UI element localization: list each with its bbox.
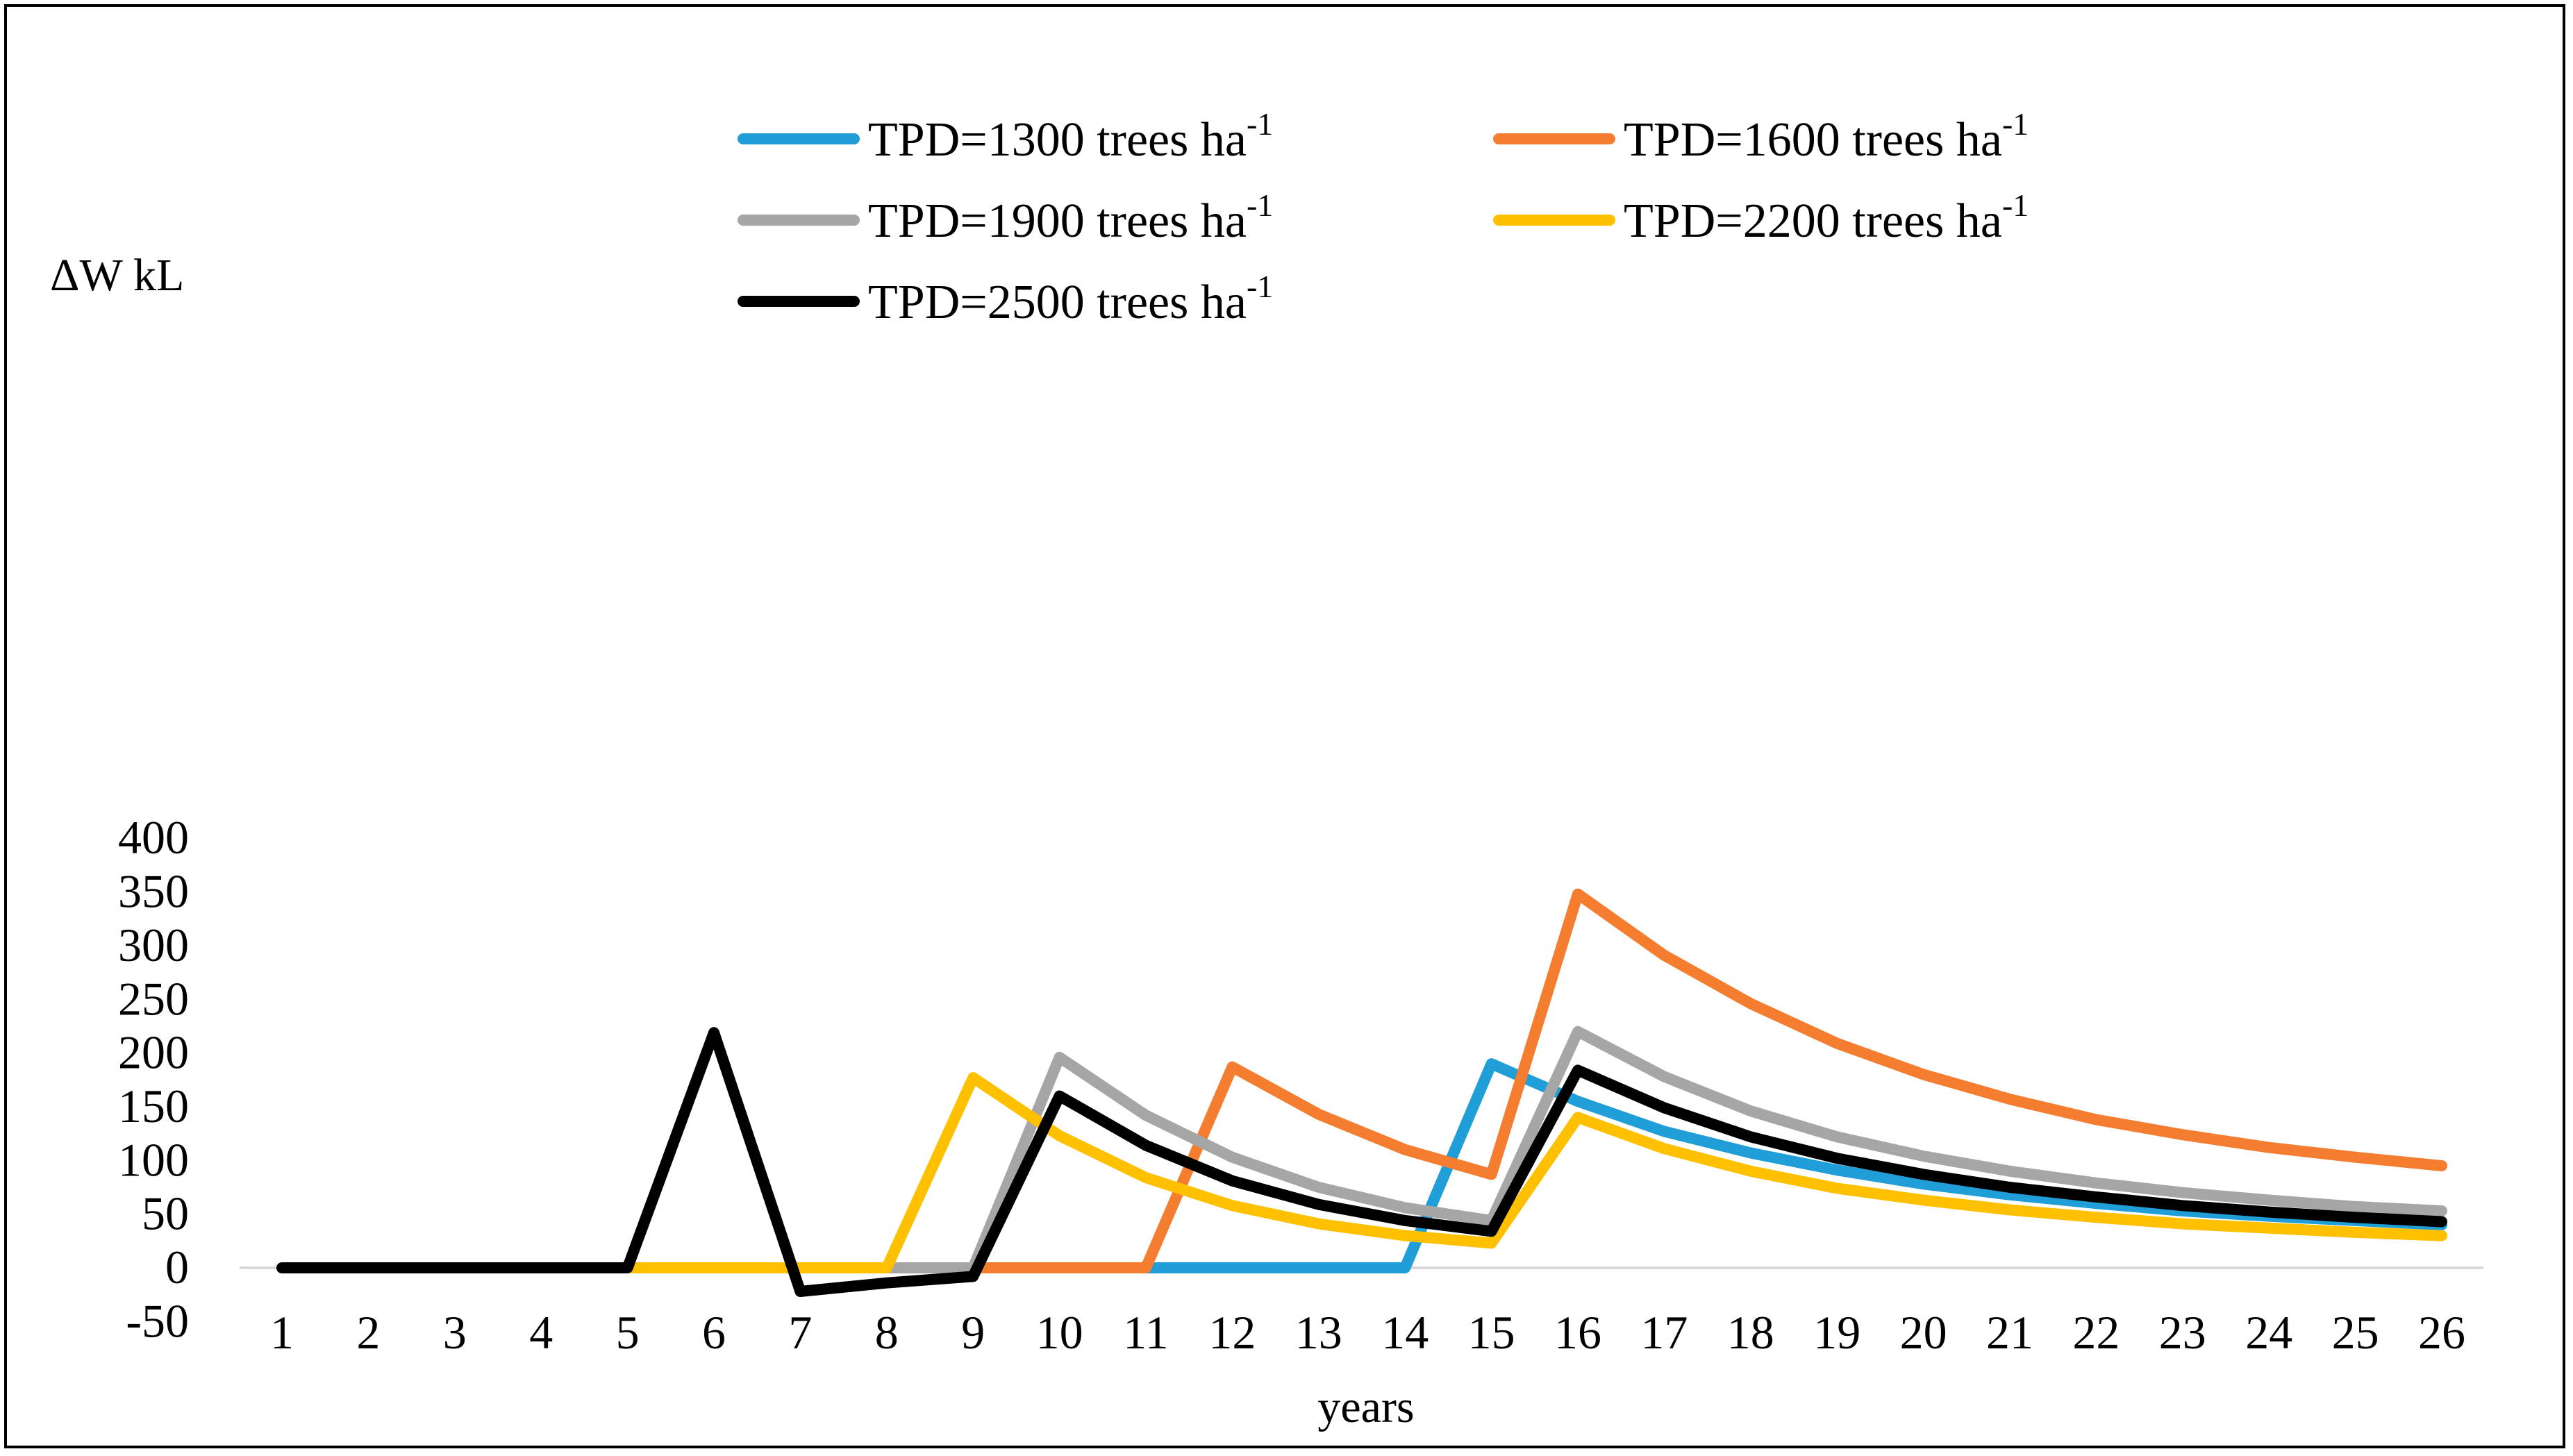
y-tick-label: 400 [118,811,189,864]
legend-entry-3: TPD=1900 trees ha-1 [738,187,1273,248]
legend-entry-4: TPD=2200 trees ha-1 [1493,187,2029,248]
series-line-1 [276,1058,2447,1273]
x-axis-label: years [1317,1382,1414,1432]
x-tick-label: 15 [1468,1306,1515,1359]
y-axis-label: ΔW kL [50,250,184,301]
x-tick-label: 5 [616,1306,640,1359]
x-tick-label: 12 [1208,1306,1256,1359]
legend-label: TPD=1600 trees ha-1 [1624,106,2029,167]
y-tick-label: 250 [118,972,189,1025]
x-tick-label: 22 [2072,1306,2120,1359]
y-tick-label: 300 [118,919,189,971]
x-tick-label: 10 [1036,1306,1083,1359]
x-tick-label: 4 [529,1306,553,1359]
x-tick-label: 20 [1900,1306,1947,1359]
x-tick-label: 19 [1813,1306,1860,1359]
y-tick-label: -50 [126,1294,189,1347]
x-ticks: 1 2 3 4 5 6 7 8 9 10 11 12 13 14 15 16 17 18 19 20 21 22 23 24 2… [270,1306,2465,1359]
x-tick-label: 18 [1727,1306,1774,1359]
y-tick-label: 0 [165,1241,189,1294]
x-tick-label: 3 [443,1306,467,1359]
y-tick-label: 150 [118,1080,189,1132]
x-tick-label: 16 [1554,1306,1601,1359]
x-tick-label: 21 [1986,1306,2033,1359]
x-tick-label: 9 [961,1306,985,1359]
x-tick-label: 26 [2418,1306,2465,1359]
x-tick-label: 17 [1640,1306,1688,1359]
series-group [276,888,2447,1297]
x-tick-label: 23 [2159,1306,2206,1359]
chart-svg: ΔW kL years TPD=1300 trees ha-1 TPD=1600 … [50,106,2483,1432]
legend-entry-1: TPD=1300 trees ha-1 [738,106,1273,167]
y-tick-label: 50 [142,1187,189,1240]
x-tick-label: 6 [702,1306,726,1359]
x-tick-label: 14 [1381,1306,1429,1359]
x-tick-label: 1 [270,1306,294,1359]
legend-label: TPD=1900 trees ha-1 [868,187,1273,248]
x-tick-label: 2 [356,1306,380,1359]
legend-entry-5: TPD=2500 trees ha-1 [738,269,1273,329]
legend-label: TPD=2200 trees ha-1 [1624,187,2029,248]
legend-label: TPD=1300 trees ha-1 [868,106,1273,167]
x-tick-label: 13 [1295,1306,1342,1359]
x-tick-label: 25 [2332,1306,2379,1359]
y-tick-label: 350 [118,865,189,918]
y-tick-label: 200 [118,1026,189,1079]
legend: TPD=1300 trees ha-1 TPD=1600 trees ha-1 TP… [738,106,2029,329]
x-tick-label: 8 [875,1306,899,1359]
series-line-5 [276,1027,2447,1297]
legend-entry-2: TPD=1600 trees ha-1 [1493,106,2029,167]
x-tick-label: 11 [1123,1306,1168,1359]
legend-label: TPD=2500 trees ha-1 [868,269,1273,329]
x-tick-label: 7 [788,1306,812,1359]
y-tick-label: 100 [118,1133,189,1186]
series-line-4 [276,1072,2447,1273]
chart-frame: ΔW kL years TPD=1300 trees ha-1 TPD=1600 … [4,4,2565,1448]
x-tick-label: 24 [2245,1306,2292,1359]
